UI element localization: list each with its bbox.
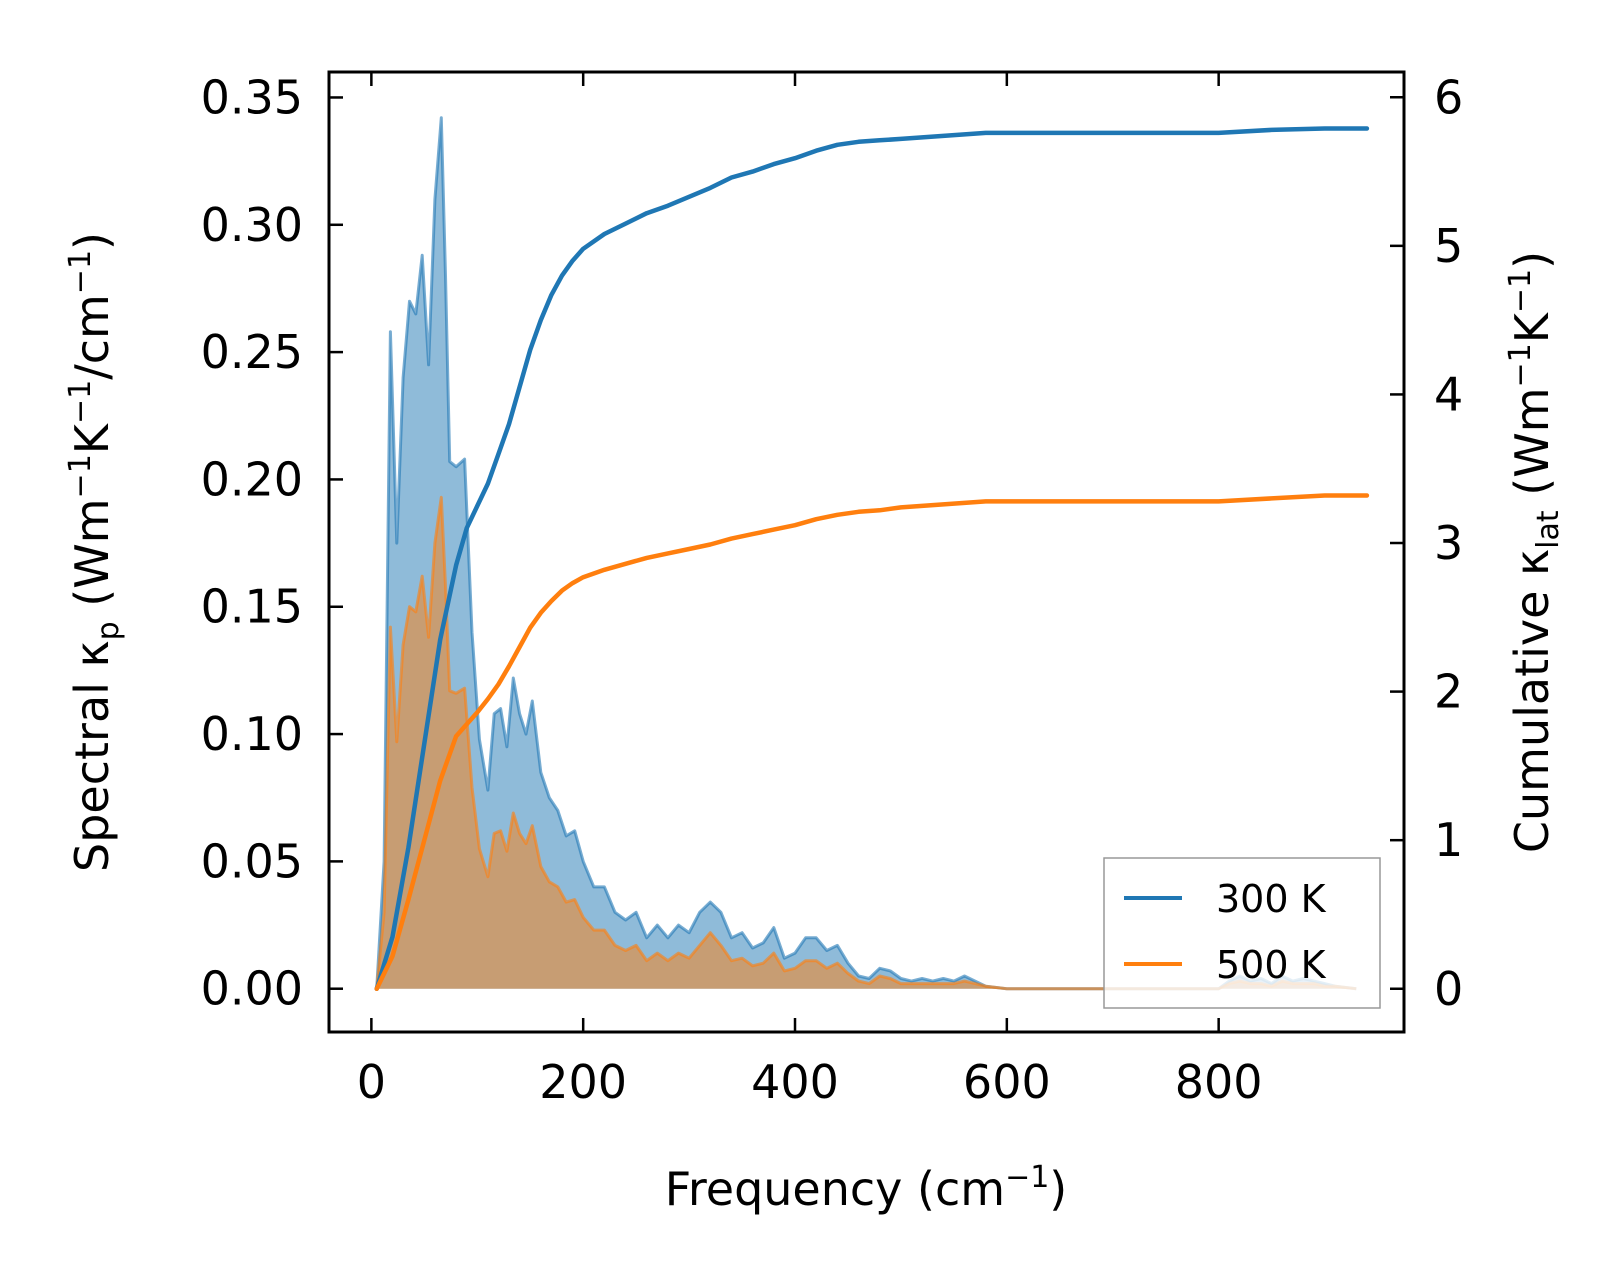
y-right-tick-label: 0 <box>1434 962 1463 1016</box>
y-left-tick-label: 0.15 <box>201 580 303 634</box>
x-tick-label: 200 <box>539 1055 627 1109</box>
y-right-tick-label: 3 <box>1434 516 1463 570</box>
y-left-tick-label: 0.10 <box>201 707 303 761</box>
y-axis-right-label: Cumulative κlat (Wm−1K−1) <box>1503 251 1566 853</box>
cumulative-line-300k <box>374 126 1370 992</box>
legend-box <box>1103 857 1381 1009</box>
legend: 300 K 500 K <box>1103 857 1381 1009</box>
y-left-tick-label: 0.30 <box>201 198 303 252</box>
x-tick-label: 800 <box>1175 1055 1263 1109</box>
y-right-tick-label: 6 <box>1434 70 1463 124</box>
spectral-area-500k <box>376 497 1357 989</box>
y-right-tick-label: 2 <box>1434 665 1463 719</box>
y-left-tick-label: 0.25 <box>201 325 303 379</box>
y-left-tick-label: 0.00 <box>201 962 303 1016</box>
y-right-tick-label: 5 <box>1434 219 1463 273</box>
y-left-tick-label: 0.05 <box>201 834 303 888</box>
y-right-tick-label: 4 <box>1434 367 1463 421</box>
y-right-tick-label: 1 <box>1434 813 1463 867</box>
legend-label-500k: 500 K <box>1216 943 1327 987</box>
x-tick-label: 400 <box>751 1055 839 1109</box>
x-axis-label: Frequency (cm−1) <box>665 1160 1068 1216</box>
axis-ticks: 0 200 400 600 800 0.00 0.05 0.10 0.15 0.20 0.25 0.3… <box>201 70 1464 1109</box>
plot-frame <box>327 70 1406 1034</box>
series-lines <box>374 126 1370 992</box>
x-tick-label: 600 <box>963 1055 1051 1109</box>
y-left-tick-label: 0.20 <box>201 452 303 506</box>
cumulative-line-500k <box>374 493 1370 992</box>
y-left-tick-label: 0.35 <box>201 70 303 124</box>
legend-label-300k: 300 K <box>1216 877 1327 921</box>
x-tick-label: 0 <box>357 1055 386 1109</box>
y-axis-left-label: Spectral κp (Wm−1K−1/cm−1) <box>63 232 126 872</box>
